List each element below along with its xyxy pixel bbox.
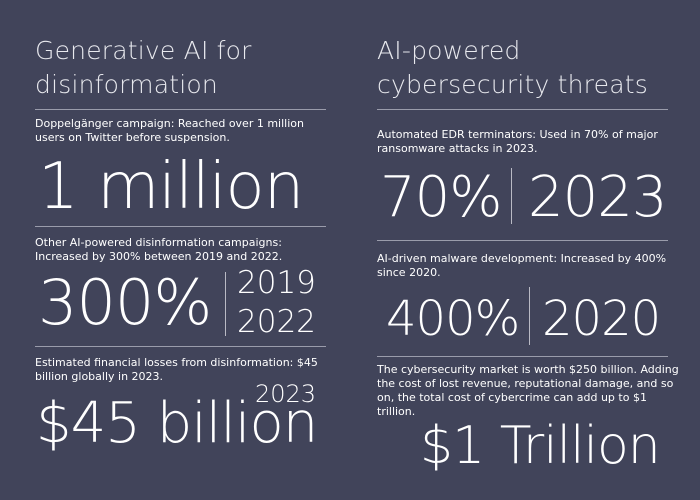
left-title-divider [35,109,326,110]
left-divider-1 [35,226,326,227]
right-divider-2 [377,356,668,357]
left-stat-2-year-start: 2019 [237,265,316,301]
left-stat-1-description: Doppelgänger campaign: Reached over 1 mi… [35,117,304,144]
left-stat-3-figure: $45 billion [36,391,318,456]
right-title: AI-powered cybersecurity threats [377,36,648,99]
right-stat-2-description: AI-driven malware development: Increased… [377,252,667,279]
right-stat-1-figure: 70% [380,165,502,230]
right-stat-1-separator [511,168,512,224]
left-stat-2-description: Other AI-powered disinformation campaign… [35,236,283,263]
right-title-divider [377,109,668,110]
left-stat-2-separator [225,272,226,336]
left-divider-2 [35,346,326,347]
right-stat-2-year: 2020 [542,291,661,347]
right-stat-2-figure: 400% [386,291,520,347]
left-stat-2-figure: 300% [38,266,212,339]
right-stat-3-figure: $1 Trillion [420,416,661,476]
left-title: Generative AI for disinformation [35,36,252,99]
left-stat-3-year: 2023 [255,380,317,408]
right-stat-1-year: 2023 [528,165,668,230]
right-divider-1 [377,240,668,241]
right-stat-2-separator [529,287,530,345]
left-stat-2-year-end: 2022 [237,304,316,340]
left-stat-3-description: Estimated financial losses from disinfor… [35,356,318,383]
left-stat-1-figure: 1 million [38,150,304,224]
right-stat-3-description: The cybersecurity market is worth $250 b… [377,363,679,418]
right-stat-1-description: Automated EDR terminators: Used in 70% o… [377,128,658,155]
